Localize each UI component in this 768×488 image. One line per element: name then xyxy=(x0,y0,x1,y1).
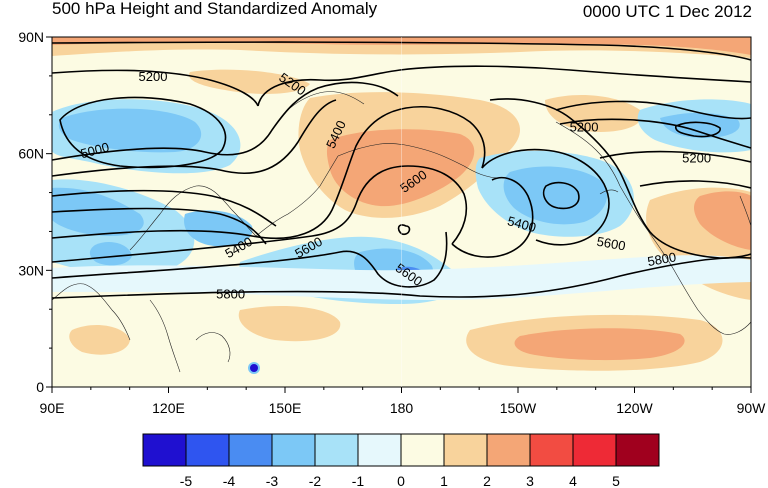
contour-label: 5200 xyxy=(682,151,711,166)
colorbar-swatch xyxy=(400,433,445,467)
colorbar-swatch xyxy=(572,433,617,467)
contour-label: 5400 xyxy=(506,213,538,235)
colorbar-label: -1 xyxy=(352,473,365,488)
contour-label-text: 5200 xyxy=(139,69,168,84)
contour-label-text: 5400 xyxy=(506,213,538,235)
contour-label: 5000 xyxy=(79,139,111,161)
contour-label-text: 5800 xyxy=(216,287,245,302)
lat-tick-label: 30N xyxy=(18,262,44,278)
lon-tick-label: 180 xyxy=(390,400,414,416)
contour-label-text: 5600 xyxy=(596,234,627,254)
colorbar-label: 0 xyxy=(397,473,405,488)
contour-label-text: 5000 xyxy=(79,139,111,161)
colorbar-swatch xyxy=(314,433,359,467)
colorbar-label: -3 xyxy=(266,473,279,488)
colorbar-label: -2 xyxy=(309,473,322,488)
contour-label-text: 5200 xyxy=(682,151,711,166)
longitude-axis: 90E 120E 150E 180 150W 120W 90W xyxy=(40,387,767,416)
contour-label: 5200 xyxy=(139,69,168,84)
lat-tick-label: 90N xyxy=(18,29,44,45)
coastlines xyxy=(52,91,751,373)
valid-time: 0000 UTC 1 Dec 2012 xyxy=(582,2,752,21)
contour-label: 5800 xyxy=(216,287,245,302)
colorbar-label: 1 xyxy=(440,473,448,488)
lon-tick-label: 90E xyxy=(40,400,65,416)
colorbar-swatch xyxy=(271,433,316,467)
colorbar-label: -5 xyxy=(180,473,193,488)
colorbar-label: -4 xyxy=(223,473,236,488)
lon-tick-label: 150E xyxy=(269,400,302,416)
height-contours xyxy=(52,41,751,299)
colorbar-label: 4 xyxy=(569,473,577,488)
colorbar-swatch xyxy=(529,433,574,467)
colorbar-swatch xyxy=(142,433,187,467)
colorbar-swatch xyxy=(443,433,488,467)
contour-label: 5800 xyxy=(646,249,677,269)
latitude-axis: 90N 60N 30N 0 xyxy=(18,29,52,395)
contour-label: 5200 xyxy=(570,119,599,134)
colorbar-swatch xyxy=(615,433,660,467)
colorbar-swatch xyxy=(357,433,402,467)
lat-tick-label: 60N xyxy=(18,146,44,162)
colorbar-label: 3 xyxy=(526,473,534,488)
colorbar-swatch xyxy=(228,433,273,467)
colorbar-swatch xyxy=(486,433,531,467)
lon-tick-label: 120W xyxy=(616,400,653,416)
lat-tick-label: 0 xyxy=(36,379,44,395)
colorbar-swatch xyxy=(185,433,230,467)
colorbar: -5 -4 -3 -2 -1 0 1 2 3 4 5 xyxy=(142,433,660,488)
colorbar-label: 5 xyxy=(612,473,620,488)
lon-tick-label: 150W xyxy=(500,400,537,416)
lon-tick-label: 120E xyxy=(152,400,185,416)
contour-label-text: 5800 xyxy=(646,249,677,269)
map-title: 500 hPa Height and Standardized Anomaly xyxy=(52,0,378,18)
contour-label-text: 5200 xyxy=(570,119,599,134)
contour-label: 5600 xyxy=(596,234,627,254)
lon-tick-label: 90W xyxy=(737,400,767,416)
colorbar-label: 2 xyxy=(483,473,491,488)
